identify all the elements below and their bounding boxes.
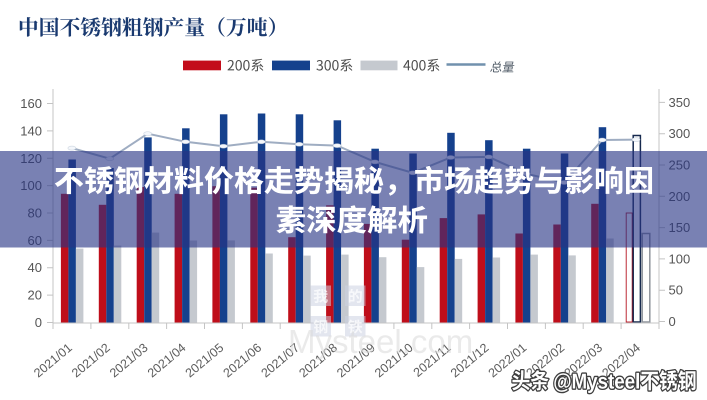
svg-text:20: 20 [28, 288, 42, 303]
svg-text:2021/01: 2021/01 [31, 341, 75, 381]
svg-text:2021/03: 2021/03 [107, 341, 151, 381]
svg-text:0: 0 [35, 315, 42, 330]
svg-text:160: 160 [20, 96, 42, 111]
svg-text:300: 300 [669, 126, 691, 141]
svg-text:140: 140 [20, 123, 42, 138]
svg-text:0: 0 [669, 314, 676, 329]
svg-text:40: 40 [28, 260, 42, 275]
svg-text:2021/04: 2021/04 [145, 341, 189, 381]
svg-text:50: 50 [669, 283, 683, 298]
svg-text:100: 100 [669, 251, 691, 266]
svg-text:2021/05: 2021/05 [183, 341, 227, 381]
svg-text:Mysteel.com: Mysteel.com [288, 323, 473, 360]
svg-text:350: 350 [669, 95, 691, 110]
svg-text:2021/02: 2021/02 [69, 341, 113, 381]
svg-text:2021/06: 2021/06 [221, 341, 265, 381]
